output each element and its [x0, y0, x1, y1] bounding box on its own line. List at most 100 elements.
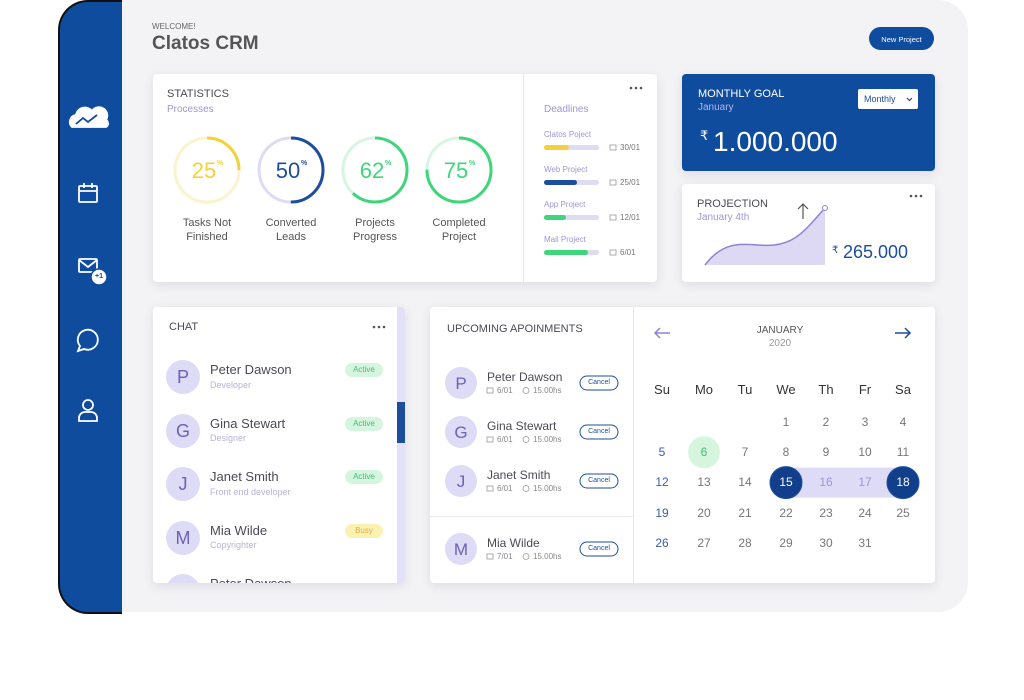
- range-end: [886, 466, 920, 500]
- calendar-year: 2020: [768, 338, 792, 349]
- day[interactable]: 24: [858, 505, 872, 520]
- cancel-button[interactable]: [579, 424, 619, 440]
- appointment-name: Mia Wilde: [487, 535, 540, 550]
- date-icon: [609, 144, 617, 151]
- deadline-date: 30/01: [620, 143, 641, 153]
- contact-name: Peter Dawson: [210, 362, 292, 378]
- clock-icon: [522, 485, 530, 492]
- date-icon: [486, 485, 494, 492]
- day[interactable]: 17: [858, 475, 872, 490]
- date-icon: [609, 179, 617, 186]
- avatar: [445, 465, 477, 497]
- ring-value: 50: [275, 157, 301, 183]
- new-project-button[interactable]: [869, 27, 934, 50]
- day[interactable]: 26: [655, 536, 669, 550]
- day[interactable]: 21: [738, 505, 752, 520]
- ring: [173, 136, 241, 204]
- day[interactable]: 13: [697, 475, 711, 490]
- dropdown[interactable]: [858, 89, 918, 109]
- status-pill: Active: [345, 363, 383, 377]
- day[interactable]: 12: [655, 475, 669, 490]
- sidebar: [58, 0, 122, 614]
- appointment-time: 15.00hs: [533, 552, 562, 562]
- dropdown-label[interactable]: Monthly: [864, 93, 896, 104]
- day[interactable]: 22: [779, 505, 793, 520]
- cancel-label[interactable]: Cancel: [588, 476, 610, 484]
- contact-name: Janet Smith: [210, 469, 279, 485]
- avatar-initial: P: [177, 581, 189, 583]
- scroll-thumb[interactable]: [397, 402, 405, 443]
- cancel-button[interactable]: [579, 473, 619, 489]
- day[interactable]: 31: [858, 536, 872, 550]
- ring: [257, 136, 325, 204]
- button-label[interactable]: New Project: [881, 34, 922, 44]
- day[interactable]: 10: [858, 445, 872, 460]
- next-arrow[interactable]: [895, 327, 912, 339]
- status-pill: Busy: [345, 523, 383, 538]
- contact-name: Mia Wilde: [210, 522, 268, 538]
- scrollbar[interactable]: [397, 307, 405, 583]
- day[interactable]: 19: [655, 505, 669, 520]
- prev-arrow[interactable]: [653, 327, 670, 339]
- app-title: Clatos CRM: [152, 32, 259, 54]
- deadline-name: Mail Project: [544, 235, 586, 245]
- day[interactable]: 14: [738, 475, 752, 490]
- clock-icon: [522, 436, 530, 443]
- avatar: [166, 413, 200, 448]
- day[interactable]: 4: [899, 414, 907, 429]
- status-pill: Active: [345, 416, 383, 431]
- menu-dots[interactable]: [909, 194, 923, 198]
- cancel-label[interactable]: Cancel: [588, 378, 610, 386]
- day[interactable]: 29: [779, 536, 793, 550]
- day[interactable]: 1: [782, 414, 790, 429]
- contact-role: Front end developer: [210, 486, 291, 497]
- day[interactable]: 25: [896, 505, 910, 520]
- cancel-label[interactable]: Cancel: [588, 544, 610, 552]
- status-pill: Active: [345, 470, 383, 484]
- card-subtitle: January 4th: [697, 212, 750, 223]
- day[interactable]: 28: [738, 536, 752, 550]
- chevron: [906, 97, 913, 102]
- deadline-date: 12/01: [620, 213, 641, 223]
- range-band: [786, 467, 903, 498]
- day[interactable]: 23: [819, 505, 833, 520]
- day[interactable]: 15: [779, 475, 793, 490]
- appointment-name: Gina Stewart: [487, 418, 557, 433]
- day[interactable]: 6: [700, 445, 708, 460]
- sidebar-icons[interactable]: [68, 106, 109, 422]
- menu-dots[interactable]: [372, 325, 386, 329]
- day[interactable]: 5: [658, 445, 666, 460]
- ring: [341, 136, 409, 204]
- menu-dots[interactable]: [629, 86, 643, 90]
- cancel-button[interactable]: [579, 541, 619, 557]
- day[interactable]: 8: [782, 445, 790, 460]
- progress-bar: [544, 215, 566, 220]
- cancel-button[interactable]: [579, 375, 619, 391]
- ring: [425, 136, 493, 204]
- day[interactable]: 9: [822, 445, 830, 460]
- day[interactable]: 16: [819, 475, 833, 490]
- day[interactable]: 2: [822, 414, 830, 429]
- day[interactable]: 30: [819, 536, 833, 550]
- day[interactable]: 7: [741, 445, 749, 460]
- day[interactable]: 20: [697, 505, 711, 520]
- appointment-time: 15.00hs: [533, 386, 562, 396]
- avatar-initial: G: [175, 420, 191, 441]
- projection-area: [705, 208, 825, 265]
- day[interactable]: 27: [697, 536, 711, 550]
- currency: ₹: [700, 128, 709, 144]
- day[interactable]: 18: [896, 475, 910, 490]
- goal-amount: 1.000.000: [713, 126, 838, 158]
- cancel-label[interactable]: Cancel: [588, 427, 610, 435]
- day[interactable]: 11: [896, 445, 910, 460]
- ring-label: Tasks Not Finished: [182, 217, 232, 243]
- badge-text: +1: [95, 272, 103, 280]
- progress-bar: [544, 145, 569, 150]
- contact-name: Gina Stewart: [210, 415, 286, 431]
- day[interactable]: 3: [861, 414, 869, 429]
- deadline-name: Clatos Poject: [544, 130, 592, 140]
- today-marker: [688, 436, 720, 469]
- divider: [633, 307, 634, 583]
- ring-value: 75: [443, 157, 469, 183]
